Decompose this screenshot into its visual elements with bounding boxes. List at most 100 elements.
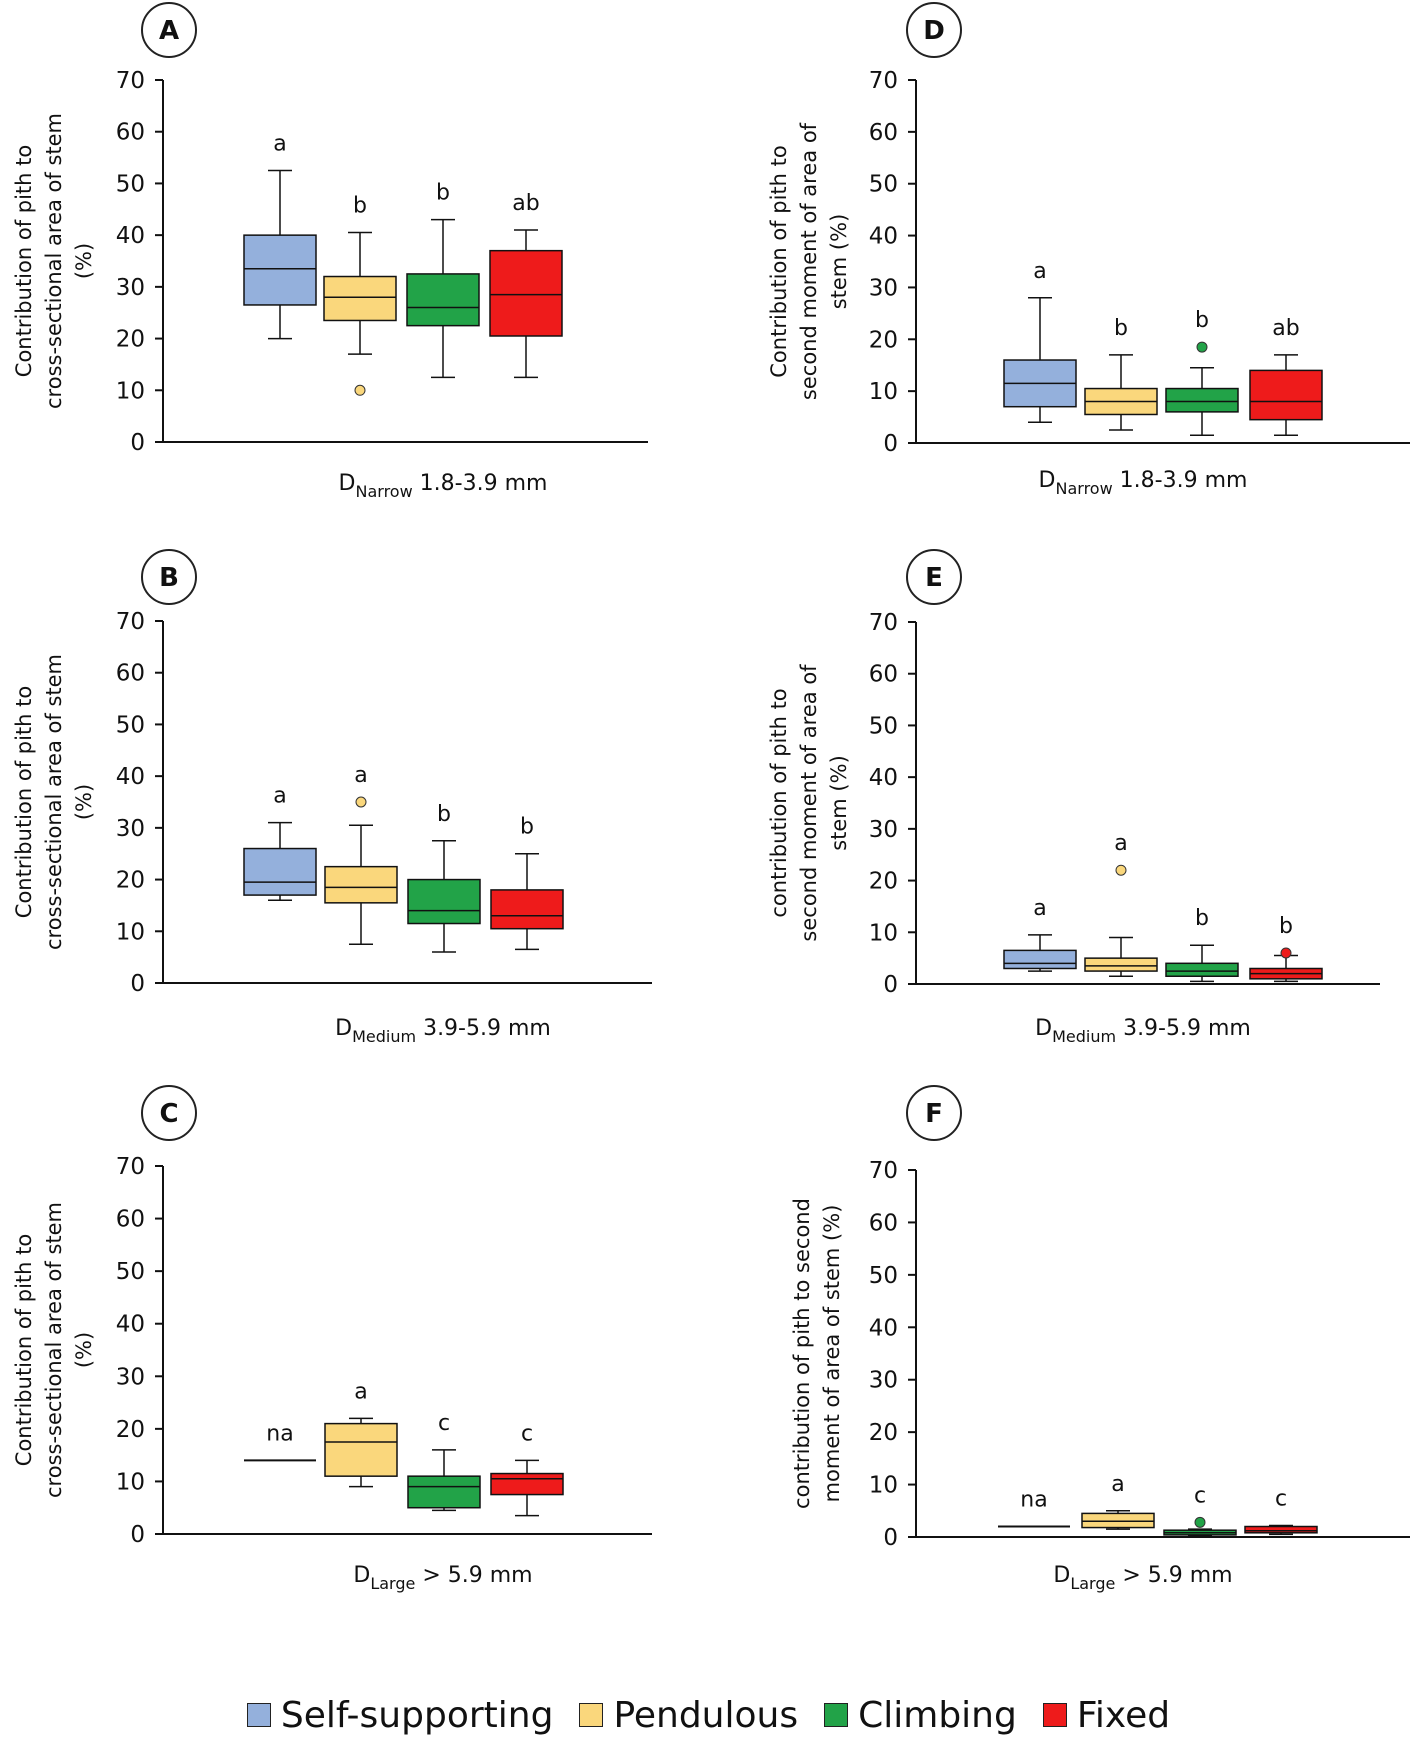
panel-label-circle	[906, 549, 962, 605]
significance-letter: a	[273, 784, 286, 809]
y-axis-label-line: cross-sectional area of stem	[42, 1202, 66, 1498]
box-outlier	[1280, 947, 1292, 959]
y-tick-label: 60	[869, 662, 898, 688]
significance-letter: a	[1111, 1472, 1124, 1497]
y-tick-label: 70	[116, 609, 145, 635]
y-tick-label: 50	[869, 1263, 898, 1289]
y-tick-label: 10	[869, 379, 898, 405]
box-body	[1244, 1525, 1318, 1534]
panel-label-circle	[141, 549, 197, 605]
y-tick-label: 10	[116, 919, 145, 945]
box-climbing: b	[407, 802, 481, 953]
y-tick-label: 20	[116, 327, 145, 353]
y-tick-label: 60	[869, 1210, 898, 1236]
y-tick-label: 70	[116, 68, 145, 94]
y-tick-label: 30	[869, 275, 898, 301]
y-tick-label: 10	[869, 1473, 898, 1499]
y-tick-label: 60	[116, 661, 145, 687]
y-tick-label: 70	[869, 1158, 898, 1184]
y-tick-label: 30	[869, 1368, 898, 1394]
legend-item-self-supporting: Self-supporting	[246, 1695, 553, 1736]
y-tick-label: 10	[116, 1469, 145, 1495]
significance-letter: c	[438, 1411, 450, 1436]
y-axis-label-line: Contribution of pith to	[767, 145, 791, 377]
legend-label-climbing: Climbing	[858, 1694, 1017, 1736]
panel-label: B	[159, 563, 179, 593]
box-body	[407, 878, 481, 925]
box-pendulous: a	[1081, 1472, 1155, 1530]
y-tick-label: 50	[869, 713, 898, 739]
y-axis-label-line: moment of area of stem (%)	[820, 1205, 844, 1503]
y-tick-label: 50	[116, 171, 145, 197]
y-axis-label-line: (%)	[72, 243, 96, 279]
significance-letter: a	[354, 763, 367, 788]
y-tick-label: 30	[116, 816, 145, 842]
significance-letter: a	[273, 132, 286, 157]
x-axis-label: DLarge > 5.9 mm	[353, 1563, 532, 1593]
panel-label-circle	[906, 2, 962, 58]
x-axis-label: DNarrow 1.8-3.9 mm	[339, 471, 548, 501]
y-tick-label: 20	[116, 868, 145, 894]
legend-label-pendulous: Pendulous	[613, 1694, 799, 1736]
panel-a: A 0 10 20 30 40 50 60 70 Contribution of pith to c…	[12, 2, 648, 501]
significance-letter: b	[520, 815, 534, 840]
significance-letter: c	[521, 1421, 533, 1446]
y-tick-label: 10	[869, 920, 898, 946]
y-tick-label: 40	[116, 1312, 145, 1338]
y-axis-label-line: (%)	[72, 784, 96, 820]
panel-label-circle	[141, 1085, 197, 1141]
y-axis-label-line: stem (%)	[827, 214, 851, 310]
significance-letter: b	[1279, 914, 1293, 939]
x-axis-label: DLarge > 5.9 mm	[1053, 1563, 1232, 1593]
y-axis-label-line: contribution of pith to second	[790, 1198, 814, 1509]
box-pendulous: a	[1084, 831, 1158, 977]
box-body	[243, 847, 317, 896]
box-body	[1165, 962, 1239, 977]
significance-letter: na	[1020, 1488, 1047, 1513]
box-self-supporting: a	[1003, 259, 1077, 424]
significance-letter: b	[1195, 906, 1209, 931]
y-tick-label: 70	[869, 610, 898, 636]
box-body	[1165, 387, 1239, 413]
y-axis-label-line: second moment of area of	[797, 664, 821, 942]
box-climbing: c	[407, 1411, 481, 1512]
box-fixed: c	[490, 1421, 564, 1517]
y-tick-label: 40	[869, 224, 898, 250]
box-climbing: b	[1165, 308, 1239, 436]
panel-label: D	[923, 16, 945, 46]
y-tick-label: 60	[869, 120, 898, 146]
legend-swatch-climbing	[824, 1703, 849, 1727]
box-fixed: b	[1249, 914, 1323, 983]
panel-b: B 0 10 20 30 40 50 60 70 Contribution of pith to c…	[12, 549, 652, 1046]
box-outlier	[355, 796, 367, 808]
box-outlier	[1194, 1516, 1206, 1528]
legend-item-pendulous: Pendulous	[579, 1695, 798, 1736]
box-pendulous: a	[324, 1379, 398, 1488]
box-body	[407, 1475, 481, 1509]
legend-swatch-pendulous	[579, 1703, 604, 1727]
y-tick-label: 10	[116, 378, 145, 404]
y-tick-label: 0	[883, 1525, 898, 1551]
y-tick-label: 50	[869, 172, 898, 198]
y-tick-label: 60	[116, 1207, 145, 1233]
panel-label: A	[159, 16, 179, 46]
y-tick-label: 0	[130, 1522, 145, 1548]
x-axis-label: DMedium 3.9-5.9 mm	[335, 1016, 551, 1046]
box-climbing: b	[406, 181, 480, 379]
box-self-supporting: na	[998, 1488, 1070, 1528]
y-tick-label: 0	[130, 430, 145, 456]
box-body	[324, 865, 398, 904]
box-pendulous: b	[323, 194, 397, 396]
significance-letter: na	[266, 1421, 293, 1446]
y-tick-label: 20	[869, 1420, 898, 1446]
y-tick-label: 40	[869, 1315, 898, 1341]
significance-letter: b	[353, 194, 367, 219]
box-self-supporting: na	[244, 1421, 316, 1462]
box-pendulous: a	[324, 763, 398, 945]
y-tick-label: 0	[883, 431, 898, 457]
box-body	[323, 275, 397, 322]
significance-letter: ab	[512, 191, 539, 216]
legend-swatch-self-supporting	[246, 1703, 271, 1727]
